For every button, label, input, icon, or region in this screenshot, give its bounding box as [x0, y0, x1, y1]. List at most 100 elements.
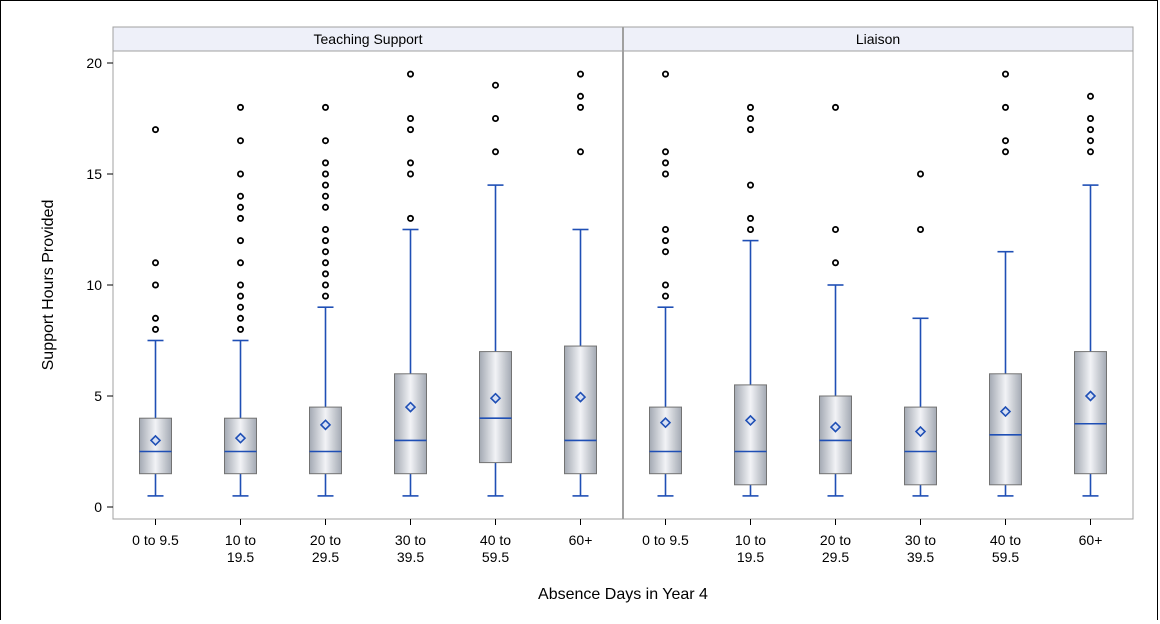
- box: [309, 406, 342, 475]
- outlier-point: [1087, 92, 1095, 100]
- outlier-point: [662, 281, 670, 289]
- mean-marker: [319, 419, 332, 431]
- outlier-point: [747, 103, 755, 111]
- x-tick-label: 19.5: [227, 549, 254, 565]
- x-tick-label: 19.5: [737, 549, 764, 565]
- box: [734, 384, 767, 486]
- outlier-point: [662, 70, 670, 78]
- outlier-point: [321, 203, 329, 211]
- mean-marker: [744, 414, 757, 427]
- y-tick-label: 10: [86, 277, 102, 293]
- x-tick-label: 20 to: [310, 532, 341, 548]
- outlier-point: [406, 159, 414, 167]
- x-tick-label: 30 to: [905, 532, 936, 548]
- mean-marker: [829, 421, 842, 433]
- outlier-point: [321, 159, 329, 167]
- outlier-point: [151, 281, 159, 289]
- box: [394, 373, 427, 475]
- outlier-point: [151, 126, 159, 134]
- x-tick-label: 59.5: [992, 549, 1019, 565]
- outlier-point: [236, 103, 244, 111]
- outlier-point: [236, 325, 244, 333]
- x-tick-label: 0 to 9.5: [642, 532, 689, 548]
- outlier-point: [577, 103, 585, 111]
- outlier-point: [747, 126, 755, 134]
- box: [904, 406, 937, 486]
- x-tick-label: 20 to: [820, 532, 851, 548]
- outlier-point: [917, 225, 925, 233]
- outlier-point: [832, 225, 840, 233]
- x-tick-label: 60+: [1079, 532, 1103, 548]
- y-axis-label: Support Hours Provided: [40, 200, 57, 371]
- panel-header-1: [622, 26, 1134, 52]
- outlier-point: [236, 303, 244, 311]
- outlier-point: [491, 81, 499, 89]
- x-tick-label: 39.5: [907, 549, 934, 565]
- mean-marker: [489, 392, 502, 404]
- outlier-point: [236, 203, 244, 211]
- box: [224, 417, 257, 475]
- panel-title-0: Teaching Support: [314, 31, 423, 47]
- outlier-point: [747, 181, 755, 189]
- outlier-point: [1002, 137, 1010, 145]
- outlier-point: [321, 192, 329, 200]
- mean-marker: [404, 401, 417, 413]
- outlier-point: [321, 292, 329, 300]
- outlier-point: [406, 115, 414, 123]
- x-tick-label: 39.5: [397, 549, 424, 565]
- x-axis-label: Absence Days in Year 4: [538, 586, 708, 603]
- outlier-point: [747, 225, 755, 233]
- box: [479, 351, 512, 464]
- outlier-point: [577, 92, 585, 100]
- outlier-point: [662, 237, 670, 245]
- outlier-point: [321, 248, 329, 256]
- mean-marker: [574, 391, 587, 403]
- outlier-point: [321, 237, 329, 245]
- x-tick-label: 40 to: [990, 532, 1021, 548]
- outlier-point: [151, 325, 159, 333]
- outlier-point: [662, 159, 670, 167]
- outlier-point: [917, 170, 925, 178]
- x-tick-label: 10 to: [735, 532, 766, 548]
- outlier-point: [1087, 126, 1095, 134]
- outlier-point: [321, 281, 329, 289]
- x-tick-label: 60+: [569, 532, 593, 548]
- outlier-point: [1087, 115, 1095, 123]
- y-tick-label: 0: [94, 499, 102, 515]
- x-tick-label: 40 to: [480, 532, 511, 548]
- outlier-point: [321, 170, 329, 178]
- x-tick-label: 29.5: [822, 549, 849, 565]
- outlier-point: [577, 148, 585, 156]
- outlier-point: [662, 292, 670, 300]
- x-tick-label: 30 to: [395, 532, 426, 548]
- outlier-point: [1087, 148, 1095, 156]
- outlier-point: [321, 259, 329, 267]
- box: [819, 395, 852, 475]
- outlier-point: [662, 225, 670, 233]
- outlier-point: [662, 170, 670, 178]
- outlier-point: [577, 70, 585, 78]
- outlier-point: [1002, 70, 1010, 78]
- outlier-point: [236, 237, 244, 245]
- mean-marker: [1084, 390, 1097, 402]
- outlier-point: [1087, 137, 1095, 145]
- outlier-point: [491, 115, 499, 123]
- outlier-point: [1002, 103, 1010, 111]
- outlier-point: [236, 314, 244, 322]
- outlier-point: [491, 148, 499, 156]
- x-tick-label: 59.5: [482, 549, 509, 565]
- x-tick-label: 29.5: [312, 549, 339, 565]
- outlier-point: [236, 170, 244, 178]
- outlier-point: [321, 103, 329, 111]
- x-tick-label: 10 to: [225, 532, 256, 548]
- outlier-point: [236, 214, 244, 222]
- outlier-point: [832, 103, 840, 111]
- panel-header-0: [112, 26, 624, 52]
- y-tick-label: 15: [86, 166, 102, 182]
- outlier-point: [236, 137, 244, 145]
- outlier-point: [321, 181, 329, 189]
- outlier-point: [236, 192, 244, 200]
- outlier-point: [406, 214, 414, 222]
- outlier-point: [151, 314, 159, 322]
